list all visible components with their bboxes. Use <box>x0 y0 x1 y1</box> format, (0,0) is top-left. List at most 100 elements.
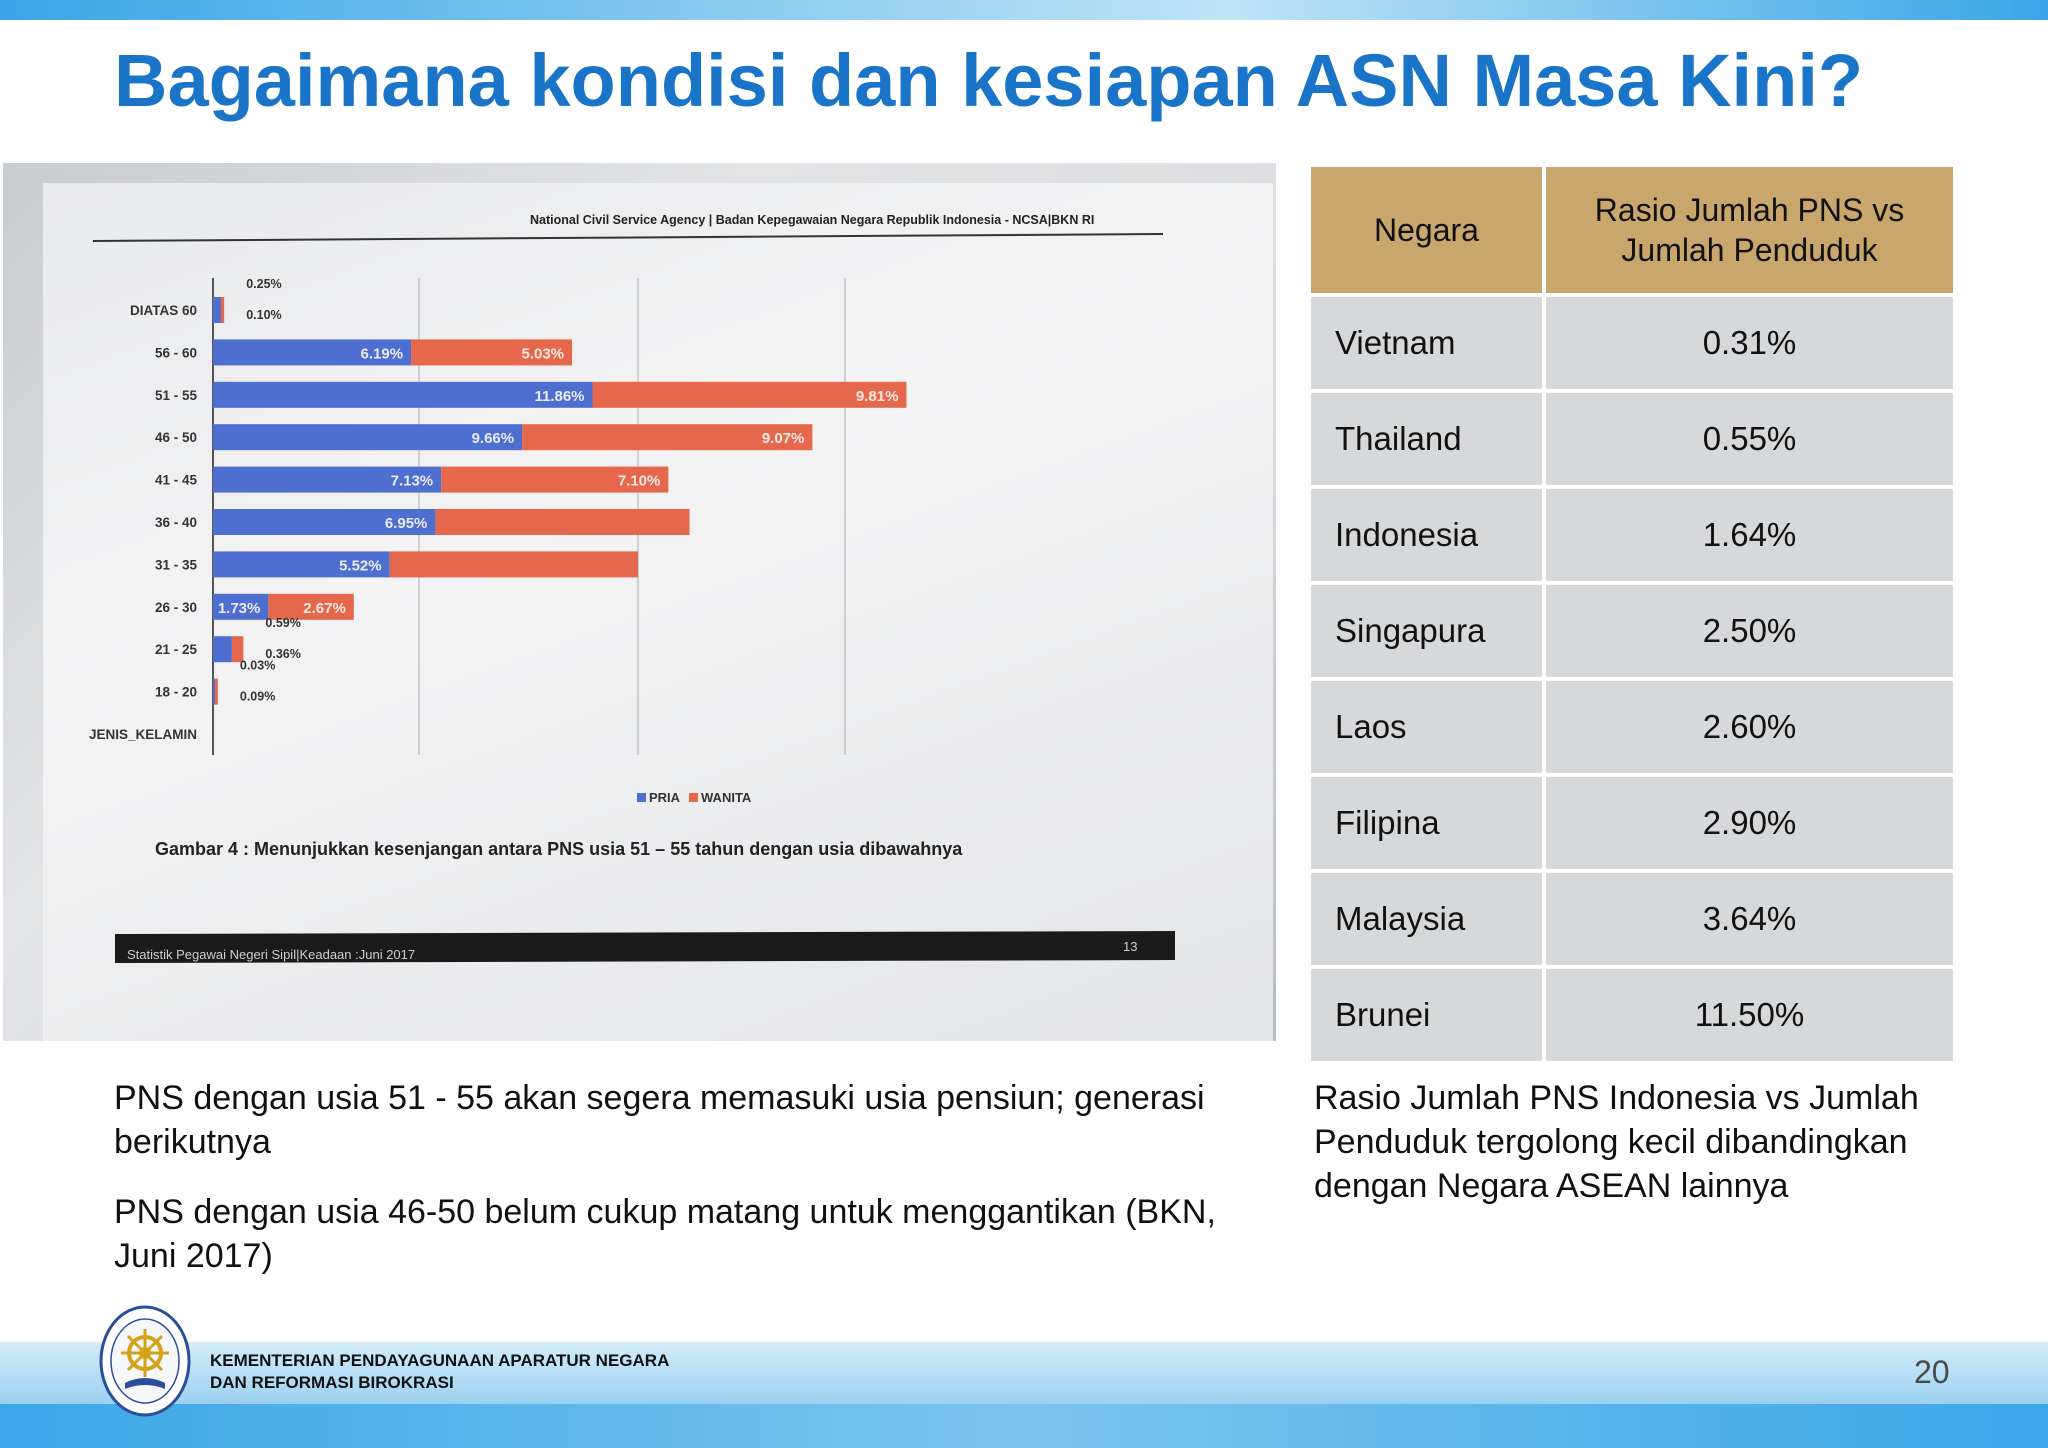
bar-pria <box>213 509 436 535</box>
bar-label-pria: 1.73% <box>218 600 261 617</box>
bar-label-pria: 5.52% <box>339 557 382 574</box>
table-row: Thailand 0.55% <box>1309 391 1955 487</box>
org-line-1: KEMENTERIAN PENDAYAGUNAAN APARATUR NEGAR… <box>210 1351 670 1370</box>
bar-label-pria: 6.19% <box>361 345 404 362</box>
report-footer-left: Statistik Pegawai Negeri Sipil|Keadaan :… <box>127 947 415 962</box>
bar-wanita <box>411 339 573 366</box>
bar-wanita <box>435 509 690 535</box>
category-label: 51 - 55 <box>155 388 198 403</box>
ratio-cell: 3.64% <box>1544 871 1955 967</box>
country-cell: Indonesia <box>1309 487 1544 583</box>
table-row: Filipina 2.90% <box>1309 775 1955 871</box>
bar-label-pria: 11.86% <box>534 388 584 405</box>
country-cell: Laos <box>1309 679 1544 775</box>
category-label: 31 - 35 <box>155 557 198 572</box>
org-line-2: DAN REFORMASI BIROKRASI <box>210 1373 454 1392</box>
category-label: DIATAS 60 <box>130 303 197 318</box>
bar-label-pria: 7.13% <box>391 473 434 490</box>
bar-label-pria: 0.25% <box>246 277 281 291</box>
ratio-cell: 1.64% <box>1544 487 1955 583</box>
bar-wanita <box>221 297 225 323</box>
table-row: Laos 2.60% <box>1309 679 1955 775</box>
country-cell: Filipina <box>1309 775 1544 871</box>
note-age-51-55: PNS dengan usia 51 - 55 akan segera mema… <box>114 1079 1205 1161</box>
bar-wanita <box>231 636 244 663</box>
bar-label-wanita: 9.07% <box>762 430 805 447</box>
table-row: Indonesia 1.64% <box>1309 487 1955 583</box>
legend-label-pria: PRIA <box>649 790 681 805</box>
bar-label-wanita: 9.81% <box>856 388 899 405</box>
category-label: 26 - 30 <box>155 600 197 615</box>
country-cell: Brunei <box>1309 967 1544 1063</box>
country-cell: Vietnam <box>1309 295 1544 391</box>
chart-bars: 0.25% 0.10% 6.19% 5.03% 11.86% 9.81% 9.66% 9.07… <box>213 277 907 705</box>
table-row: Vietnam 0.31% <box>1309 295 1955 391</box>
country-cell: Thailand <box>1309 391 1544 487</box>
bar-label-wanita: 0.10% <box>246 308 281 322</box>
category-label: 36 - 40 <box>155 515 197 530</box>
bar-pria <box>213 466 442 493</box>
legend-swatch-pria <box>637 793 646 802</box>
table-row: Malaysia 3.64% <box>1309 871 1955 967</box>
age-gender-bar-chart: National Civil Service Agency | Badan Ke… <box>89 213 1175 963</box>
bar-label-wanita: 0.36% <box>265 647 300 661</box>
category-label: 46 - 50 <box>155 430 197 445</box>
bar-label-wanita: 7.10% <box>618 473 661 490</box>
bar-wanita <box>592 381 907 408</box>
category-label: 21 - 25 <box>155 642 198 657</box>
bar-wanita <box>215 678 218 705</box>
category-label: JENIS_KELAMIN <box>89 727 197 742</box>
bar-pria <box>213 593 269 620</box>
bar-pria <box>213 297 221 323</box>
bar-label-pria: 9.66% <box>472 430 515 447</box>
bar-wanita <box>441 466 669 493</box>
pns-ratio-table: Negara Rasio Jumlah PNS vs Jumlah Pendud… <box>1309 165 1955 1063</box>
ratio-cell: 11.50% <box>1544 967 1955 1063</box>
country-cell: Malaysia <box>1309 871 1544 967</box>
bar-wanita <box>522 424 813 451</box>
report-footer-page: 13 <box>1123 939 1137 954</box>
bar-label-pria: 0.03% <box>240 659 275 673</box>
bar-label-wanita: 5.03% <box>521 345 564 362</box>
bar-label-pria: 6.95% <box>385 515 428 532</box>
table-row: Singapura 2.50% <box>1309 583 1955 679</box>
ratio-cell: 0.55% <box>1544 391 1955 487</box>
bar-wanita <box>389 551 638 578</box>
footer-accent-band <box>0 1404 2048 1448</box>
bar-label-wanita: 0.09% <box>240 690 275 704</box>
slide-title: Bagaimana kondisi dan kesiapan ASN Masa … <box>114 39 1864 122</box>
bar-pria <box>213 636 232 663</box>
report-photo: National Civil Service Agency | Badan Ke… <box>3 163 1276 1041</box>
bar-label-pria: 0.59% <box>265 616 300 630</box>
table-row: Brunei 11.50% <box>1309 967 1955 1063</box>
report-header: National Civil Service Agency | Badan Ke… <box>530 213 1094 227</box>
bar-pria <box>213 551 390 578</box>
legend-swatch-wanita <box>689 793 698 802</box>
table-header-row: Negara Rasio Jumlah PNS vs Jumlah Pendud… <box>1309 165 1955 295</box>
ratio-cell: 2.90% <box>1544 775 1955 871</box>
bar-wanita <box>268 593 354 620</box>
category-label: 56 - 60 <box>155 345 197 360</box>
chart-legend: PRIA WANITA <box>637 790 752 805</box>
category-label: 18 - 20 <box>155 685 197 700</box>
ratio-note: Rasio Jumlah PNS Indonesia vs Jumlah Pen… <box>1314 1079 1919 1205</box>
left-notes: PNS dengan usia 51 - 55 akan segera mema… <box>114 1076 1234 1304</box>
country-cell: Singapura <box>1309 583 1544 679</box>
bar-pria <box>213 424 523 451</box>
ratio-cell: 2.50% <box>1544 583 1955 679</box>
chart-category-labels: DIATAS 60 56 - 60 51 - 55 46 - 50 41 - 45 36 … <box>89 303 198 742</box>
header-rasio: Rasio Jumlah PNS vs Jumlah Penduduk <box>1544 165 1955 295</box>
header-negara: Negara <box>1309 165 1544 295</box>
footer-band <box>0 1342 2048 1448</box>
page-number: 20 <box>1914 1354 1950 1390</box>
top-accent-bar <box>0 0 2048 20</box>
bar-pria <box>213 381 593 408</box>
bar-pria <box>213 339 412 366</box>
footer-organization: KEMENTERIAN PENDAYAGUNAAN APARATUR NEGAR… <box>210 1350 669 1394</box>
note-age-46-50: PNS dengan usia 46-50 belum cukup matang… <box>114 1193 1216 1275</box>
bar-label-wanita: 2.67% <box>303 600 346 617</box>
report-header-rule <box>92 233 1164 242</box>
bar-pria <box>213 678 215 705</box>
category-label: 41 - 45 <box>155 473 198 488</box>
ministry-logo-icon <box>99 1305 191 1417</box>
